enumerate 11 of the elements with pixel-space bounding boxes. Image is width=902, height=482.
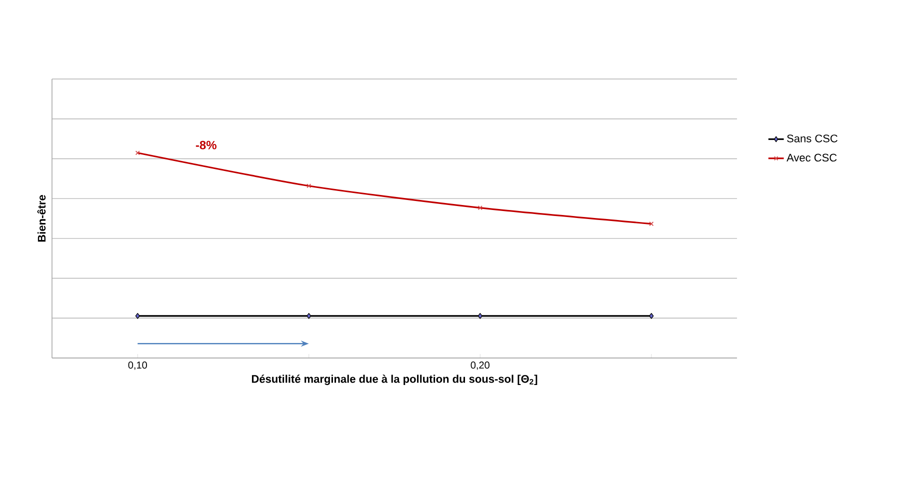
- x-axis-title: Désutilité marginale due à la pollution du sous-sol [Θ$_{2}$]: [252, 374, 538, 386]
- legend-label: Avec CSC: [786, 154, 837, 162]
- point: [649, 312, 654, 319]
- x-tick-label: 0,20: [470, 362, 490, 370]
- text: -8%: [196, 140, 216, 150]
- y-axis-title: Bien-être: [37, 195, 46, 242]
- x-tick-label: 0,10: [128, 362, 147, 370]
- point: [135, 312, 140, 319]
- legend-label: Sans CSC: [787, 134, 838, 142]
- point: [478, 312, 482, 319]
- point: [306, 312, 312, 319]
